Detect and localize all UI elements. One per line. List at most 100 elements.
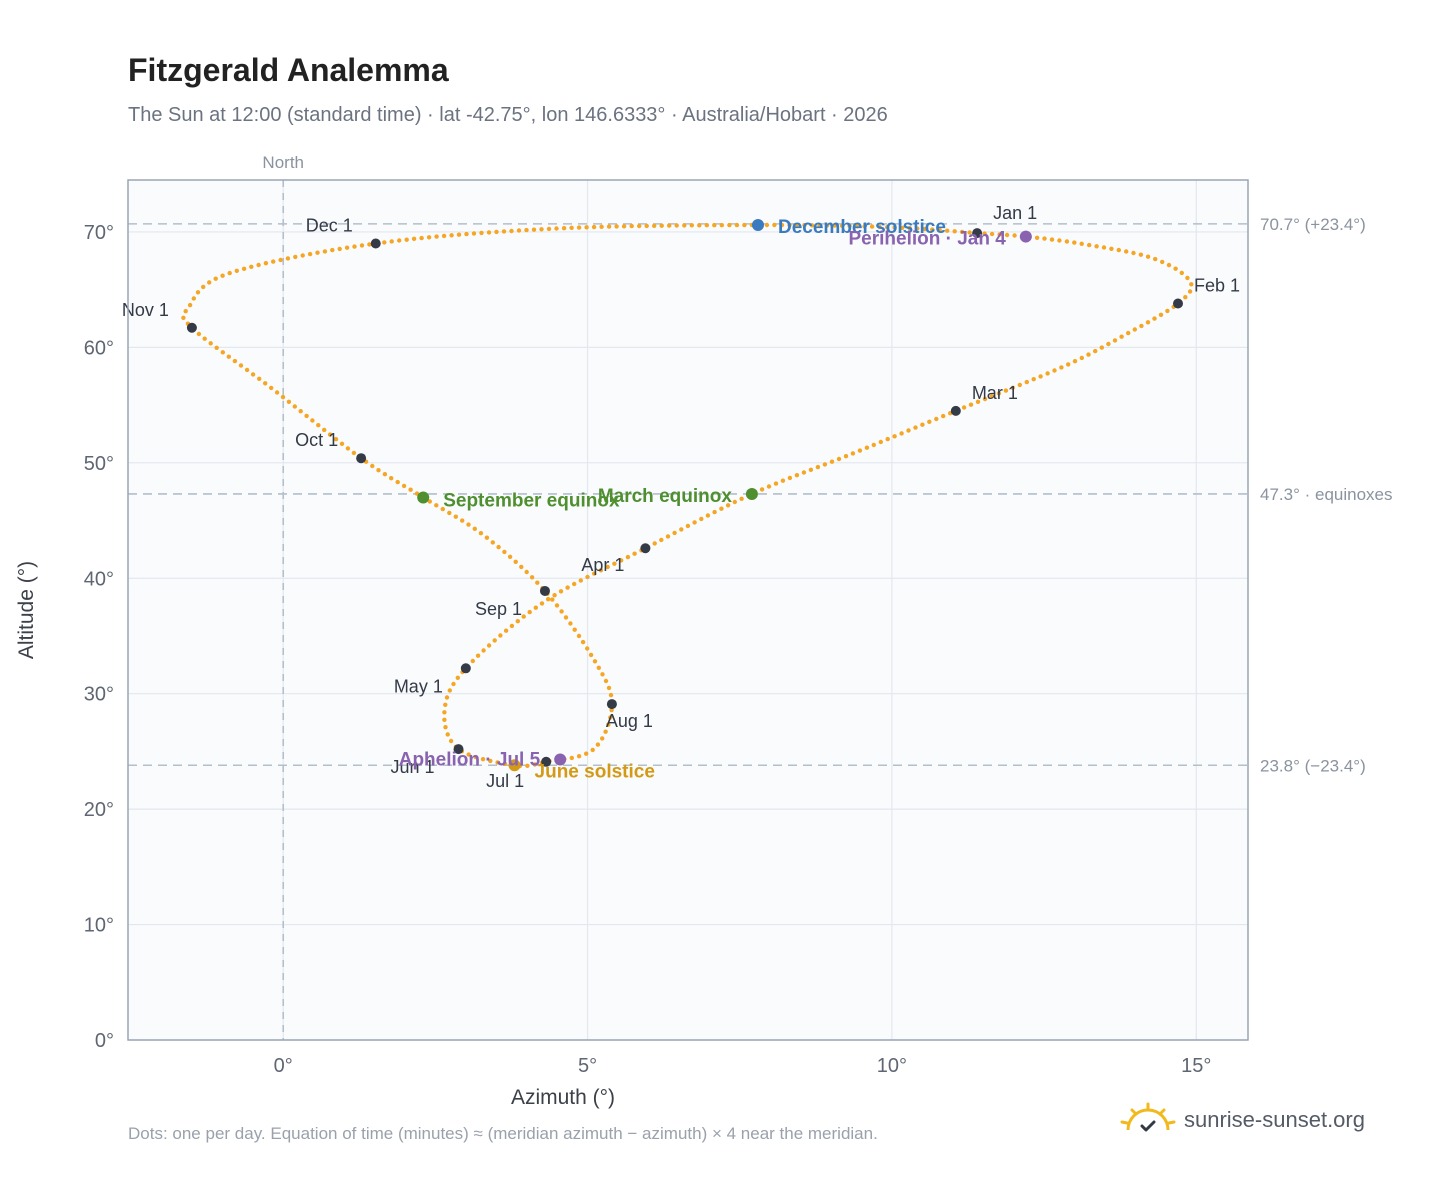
daily-sun-dot (576, 225, 582, 230)
daily-sun-dot (434, 234, 439, 239)
daily-sun-dot (773, 481, 779, 486)
daily-sun-dot (327, 432, 333, 437)
daily-sun-dot (809, 223, 815, 228)
daily-sun-dot (1152, 316, 1157, 321)
daily-sun-dot (524, 227, 529, 233)
daily-sun-dot (292, 404, 297, 409)
month-marker-label: Nov 1 (122, 300, 169, 320)
daily-sun-dot (1145, 320, 1151, 325)
daily-sun-dot (486, 230, 492, 235)
daily-sun-dot (1010, 385, 1015, 390)
daily-sun-dot (472, 526, 477, 531)
daily-sun-dot (982, 396, 988, 402)
brand-logo[interactable]: sunrise-sunset.org (1120, 1102, 1365, 1138)
daily-sun-dot (629, 223, 634, 229)
daily-sun-dot (1183, 295, 1188, 300)
analemma-curve (181, 222, 1194, 769)
daily-sun-dot (665, 534, 671, 539)
daily-sun-dot (382, 472, 388, 477)
daily-sun-dot (712, 509, 717, 515)
daily-sun-dot (202, 336, 207, 341)
month-marker-label: Dec 1 (306, 215, 353, 235)
daily-sun-dot (307, 251, 313, 257)
daily-sun-dot (802, 223, 807, 228)
month-marker (460, 663, 471, 674)
daily-sun-dot (632, 551, 637, 556)
daily-sun-dot (734, 222, 740, 228)
daily-sun-dot (1101, 245, 1107, 250)
daily-sun-dot (685, 523, 691, 529)
sun-logo-icon (1120, 1102, 1176, 1132)
daily-sun-dot (625, 554, 631, 560)
month-marker (186, 322, 197, 333)
daily-sun-dot (779, 222, 785, 228)
daily-sun-dot (207, 280, 212, 285)
daily-sun-dot (590, 747, 595, 753)
daily-sun-dot (263, 381, 268, 386)
daily-sun-dot (605, 564, 610, 570)
daily-sun-dot (961, 405, 967, 410)
daily-sun-dot (351, 450, 357, 456)
daily-sun-dot (1124, 249, 1129, 254)
daily-sun-dot (419, 235, 424, 241)
daily-sun-dot (529, 575, 535, 580)
daily-sun-dot (742, 222, 747, 228)
daily-sun-dot (445, 732, 450, 737)
month-marker (640, 543, 651, 554)
plot-background (128, 180, 1248, 1040)
daily-sun-dot (535, 580, 540, 585)
daily-sun-dot (877, 224, 882, 230)
daily-sun-dot (922, 226, 927, 232)
daily-sun-dot (404, 237, 409, 242)
daily-sun-dot (915, 226, 920, 231)
event-label: June solstice (535, 761, 655, 782)
daily-sun-dot (864, 445, 870, 450)
daily-sun-dot (271, 259, 276, 264)
daily-sun-dot (213, 276, 218, 281)
y-tick-label: 30° (84, 684, 114, 706)
daily-sun-dot (227, 270, 232, 276)
daily-sun-dot (411, 236, 417, 241)
daily-sun-dot (515, 619, 520, 624)
daily-sun-dot (546, 597, 551, 602)
daily-sun-dot (531, 227, 537, 232)
daily-sun-dot (183, 309, 188, 314)
daily-sun-dot (525, 763, 530, 768)
daily-sun-dot (989, 231, 995, 237)
daily-sun-dot (595, 742, 601, 747)
daily-sun-dot (1057, 238, 1062, 243)
daily-sun-dot (843, 454, 849, 459)
daily-sun-dot (920, 422, 925, 427)
daily-sun-dot (1086, 352, 1091, 357)
daily-sun-dot (220, 350, 225, 355)
daily-sun-dot (822, 462, 828, 467)
daily-sun-dot (1079, 241, 1084, 246)
daily-sun-dot (569, 755, 574, 761)
daily-sun-dot (1189, 282, 1194, 287)
daily-sun-dot (959, 229, 965, 235)
daily-sun-dot (580, 639, 586, 645)
daily-sun-dot (286, 399, 292, 404)
y-tick-label: 50° (84, 453, 114, 475)
daily-sun-dot (310, 418, 315, 423)
daily-sun-dot (603, 729, 608, 734)
daily-sun-dot (503, 628, 509, 633)
daily-sun-dot (1066, 362, 1071, 367)
daily-sun-dot (1049, 237, 1055, 242)
daily-sun-dot (214, 345, 219, 350)
daily-sun-dot (576, 633, 582, 639)
daily-sun-dot (832, 223, 837, 228)
daily-sun-dot (850, 451, 856, 456)
daily-sun-dot (509, 228, 514, 234)
y-axis-title: Altitude (°) (15, 561, 38, 659)
daily-sun-dot (448, 738, 454, 744)
daily-sun-dot (466, 522, 471, 527)
event-marker (1019, 230, 1032, 243)
daily-sun-dot (697, 223, 702, 228)
daily-sun-dot (532, 762, 537, 767)
month-marker-label: Oct 1 (295, 430, 338, 450)
daily-sun-dot (1072, 240, 1077, 245)
daily-sun-dot (550, 597, 555, 602)
daily-sun-dot (527, 609, 532, 615)
north-label: North (262, 153, 304, 172)
